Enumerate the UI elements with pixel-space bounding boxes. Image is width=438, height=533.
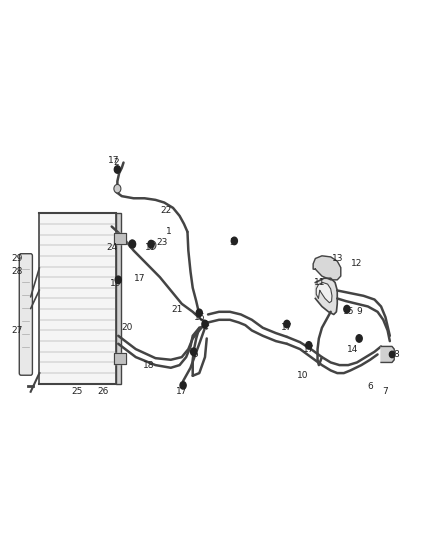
- Text: 22: 22: [161, 206, 172, 215]
- Circle shape: [114, 184, 121, 193]
- Circle shape: [114, 166, 120, 173]
- Bar: [116, 213, 121, 384]
- Text: 13: 13: [332, 254, 343, 263]
- Circle shape: [306, 342, 312, 349]
- Text: 12: 12: [351, 260, 363, 268]
- Text: 14: 14: [347, 345, 358, 353]
- Circle shape: [284, 320, 290, 328]
- Text: 16: 16: [194, 313, 205, 321]
- Polygon shape: [381, 346, 394, 362]
- Circle shape: [149, 241, 156, 249]
- Circle shape: [148, 240, 154, 248]
- Bar: [39, 213, 116, 384]
- Circle shape: [115, 276, 121, 284]
- Circle shape: [196, 309, 202, 317]
- Polygon shape: [114, 233, 126, 244]
- Text: 7: 7: [382, 387, 389, 396]
- Text: 6: 6: [367, 382, 373, 391]
- Text: 17: 17: [176, 387, 187, 396]
- Text: 23: 23: [156, 238, 168, 247]
- Text: 17: 17: [281, 324, 293, 332]
- Circle shape: [180, 382, 186, 389]
- Text: 10: 10: [297, 372, 308, 380]
- Text: 21: 21: [172, 305, 183, 313]
- Text: 18: 18: [143, 361, 155, 369]
- Text: 17: 17: [145, 244, 157, 252]
- Circle shape: [191, 348, 197, 356]
- Polygon shape: [315, 278, 337, 314]
- Circle shape: [129, 240, 135, 248]
- Text: 8: 8: [393, 350, 399, 359]
- Text: 19: 19: [110, 279, 122, 288]
- Text: 2: 2: [113, 158, 119, 167]
- Text: 3: 3: [229, 238, 235, 247]
- Text: 26: 26: [97, 387, 109, 396]
- Text: 15: 15: [343, 308, 354, 316]
- Polygon shape: [313, 256, 341, 280]
- Polygon shape: [316, 282, 332, 303]
- Text: 11: 11: [314, 278, 325, 287]
- Text: 29: 29: [11, 254, 22, 263]
- Circle shape: [202, 320, 208, 328]
- Text: 17: 17: [108, 157, 120, 165]
- Text: 24: 24: [106, 244, 117, 252]
- FancyBboxPatch shape: [19, 254, 32, 375]
- Circle shape: [231, 237, 237, 245]
- Circle shape: [344, 305, 350, 313]
- Circle shape: [129, 240, 136, 248]
- Text: 17: 17: [134, 274, 146, 282]
- Text: 28: 28: [11, 268, 22, 276]
- Text: 1: 1: [166, 228, 172, 236]
- Polygon shape: [114, 353, 126, 364]
- Circle shape: [389, 351, 395, 358]
- Text: 5: 5: [192, 350, 198, 359]
- Text: 9: 9: [356, 308, 362, 316]
- Text: 27: 27: [12, 326, 23, 335]
- Text: 20: 20: [121, 324, 133, 332]
- Text: 4: 4: [203, 324, 208, 332]
- Text: 17: 17: [303, 345, 314, 353]
- Text: 25: 25: [71, 387, 82, 396]
- Circle shape: [356, 335, 362, 342]
